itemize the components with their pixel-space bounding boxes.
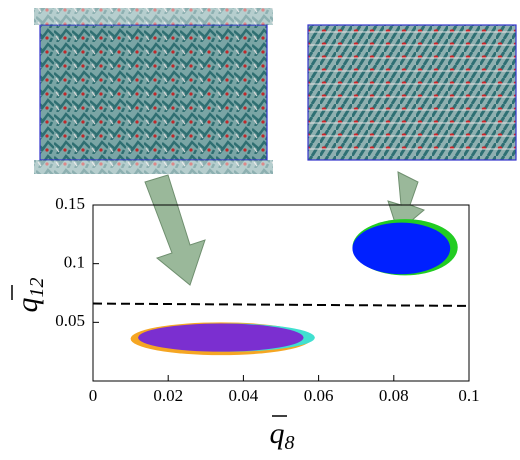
point-cloud <box>138 323 304 352</box>
y-tick-label: 0.1 <box>64 253 85 272</box>
y-tick-label: 0.05 <box>55 311 85 330</box>
threshold-line <box>92 302 470 307</box>
x-label-symbol: q <box>270 417 285 450</box>
amorphous-snapshot <box>34 8 273 174</box>
y-axis-label: q12 <box>11 278 48 313</box>
x-tick-label: 0.04 <box>229 386 259 405</box>
x-tick-label: 0.06 <box>304 386 334 405</box>
y-tick-label: 0.15 <box>55 194 85 213</box>
x-tick-label: 0.08 <box>379 386 409 405</box>
x-axis-label: q8 <box>270 417 295 454</box>
y-label-symbol: q <box>11 298 44 313</box>
point-cloud <box>352 222 451 275</box>
crystal-snapshot <box>307 24 517 161</box>
x-label-subscript: 8 <box>285 432 295 454</box>
x-tick-label: 0 <box>89 386 98 405</box>
y-label-subscript: 12 <box>26 278 48 298</box>
arrow <box>144 174 206 286</box>
x-tick-label: 0.1 <box>458 386 479 405</box>
plot-frame <box>92 204 470 382</box>
x-tick-label: 0.02 <box>153 386 183 405</box>
